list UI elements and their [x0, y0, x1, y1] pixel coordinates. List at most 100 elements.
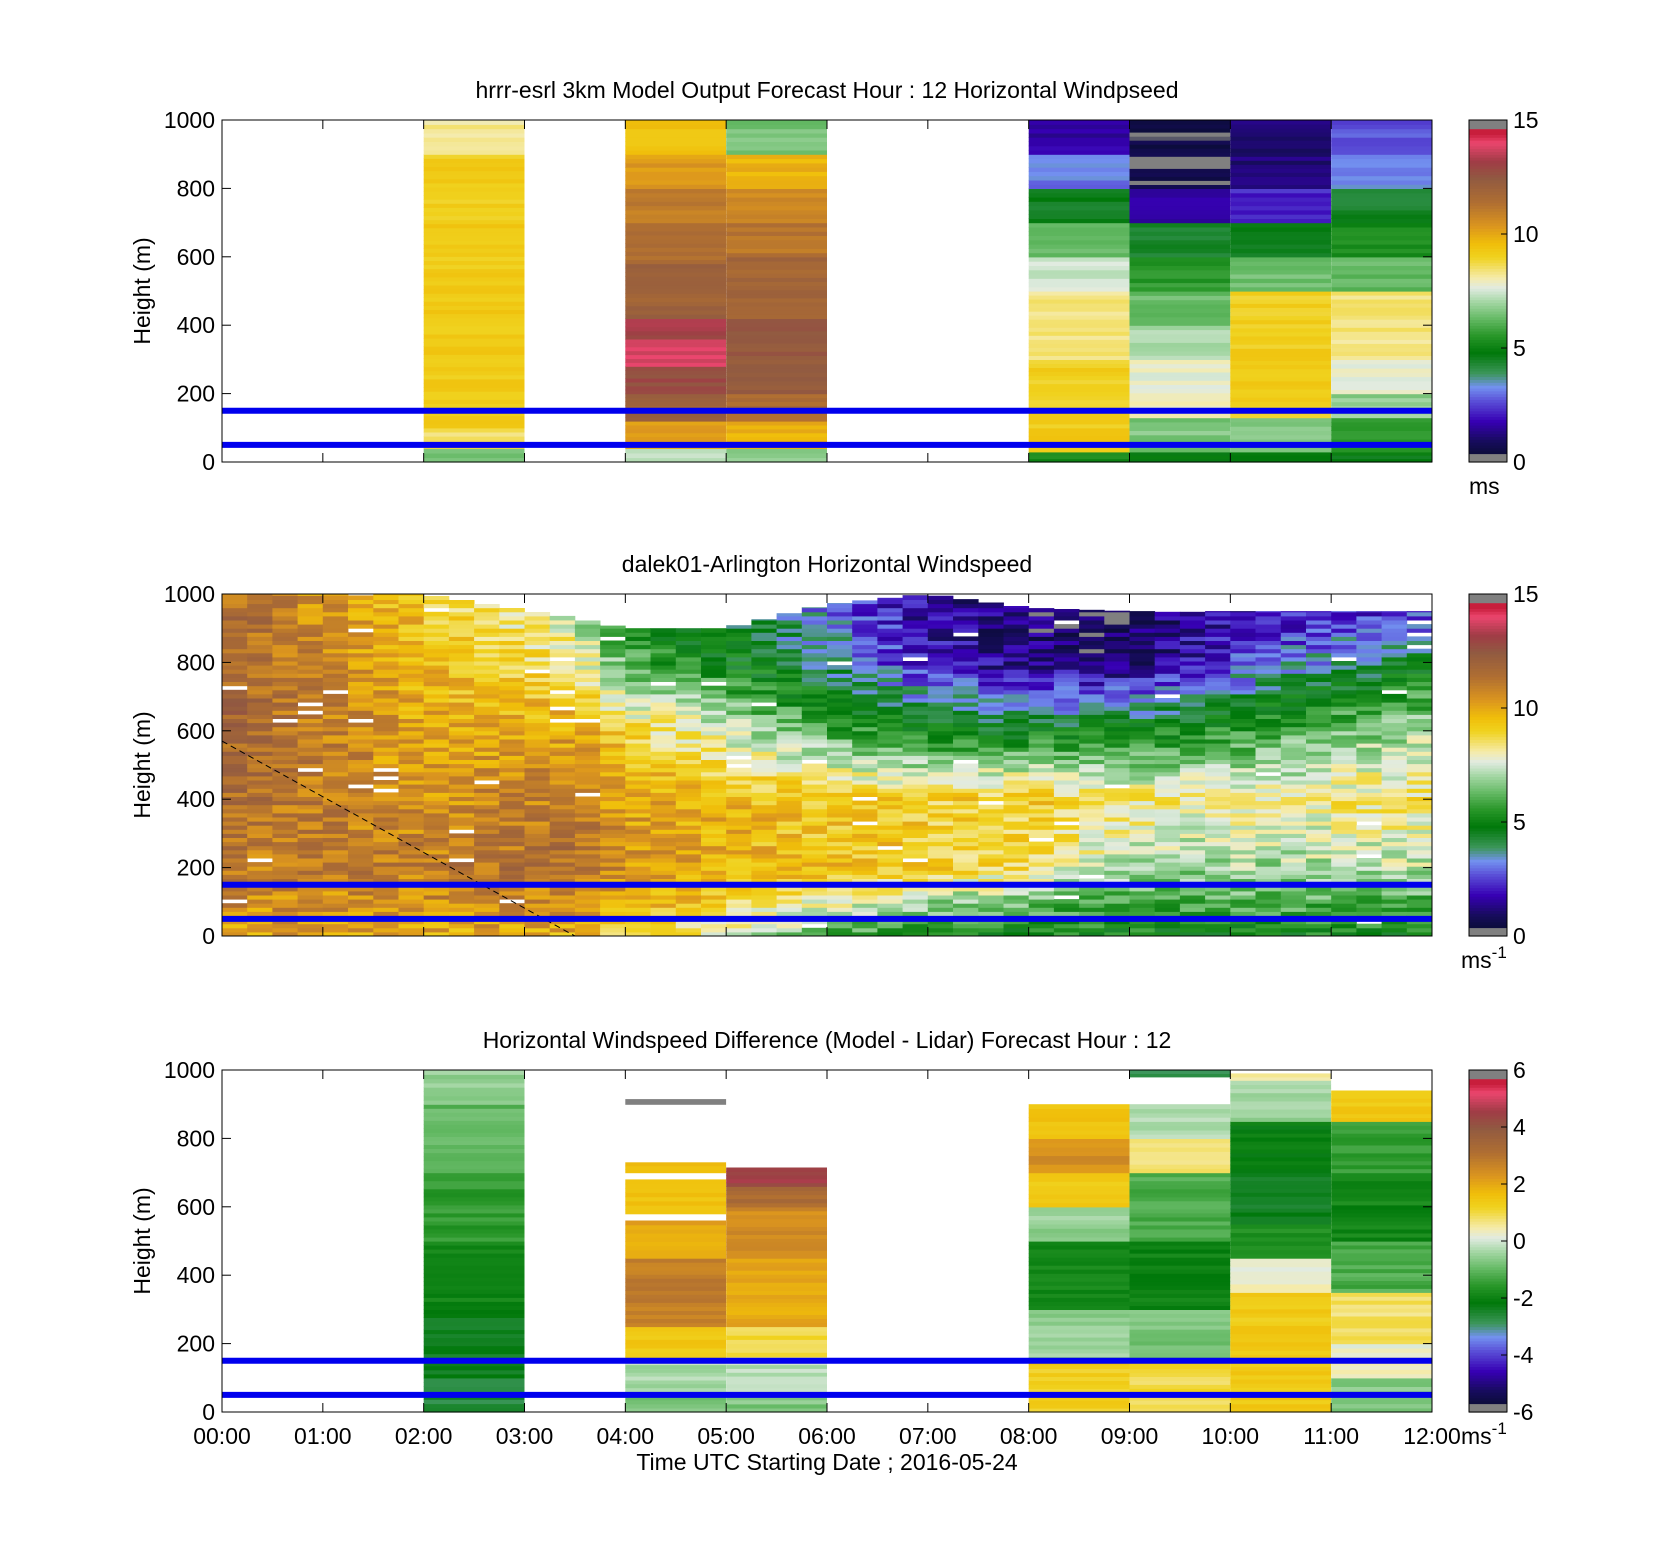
heatmap-cell: [1255, 866, 1282, 871]
heatmap-cell: [701, 714, 727, 719]
heatmap-cell: [902, 903, 929, 908]
heatmap-cell: [953, 693, 979, 699]
colorbar-segment: [1469, 447, 1507, 452]
heatmap-cell: [1331, 273, 1432, 279]
heatmap-cell: [751, 931, 777, 937]
heatmap-cell: [726, 1379, 827, 1385]
heatmap-cell: [1154, 677, 1181, 682]
heatmap-cell: [1331, 132, 1432, 138]
heatmap-cell: [650, 669, 677, 674]
heatmap-cell: [675, 886, 702, 892]
heatmap-cell: [625, 829, 651, 834]
heatmap-cell: [978, 648, 1004, 654]
heatmap-cell: [675, 726, 702, 732]
heatmap-cell: [247, 722, 273, 728]
heatmap-cell: [776, 730, 803, 736]
heatmap-cell: [852, 648, 878, 654]
heatmap-cell: [1406, 837, 1433, 843]
heatmap-cell: [625, 656, 651, 662]
heatmap-cell: [1129, 205, 1231, 211]
heatmap-cell: [625, 239, 727, 244]
heatmap-cell: [827, 911, 853, 916]
heatmap-cell: [574, 739, 601, 744]
heatmap-cell: [625, 1376, 727, 1381]
heatmap-cell: [675, 858, 702, 863]
heatmap-cell: [1331, 648, 1357, 654]
heatmap-cell: [625, 833, 651, 838]
heatmap-cell: [675, 853, 702, 859]
heatmap-cell: [726, 858, 752, 863]
heatmap-cell: [625, 890, 651, 896]
heatmap-cell: [625, 230, 727, 236]
heatmap-cell: [373, 899, 399, 904]
heatmap-cell: [751, 800, 777, 806]
heatmap-cell: [1028, 158, 1130, 164]
heatmap-cell: [801, 611, 828, 617]
heatmap-cell: [322, 862, 349, 867]
heatmap-cell: [877, 607, 903, 613]
heatmap-cell: [1406, 862, 1433, 867]
heatmap-cell: [272, 755, 298, 760]
heatmap-cell: [927, 755, 954, 760]
heatmap-cell: [222, 644, 248, 650]
heatmap-cell: [1104, 689, 1130, 695]
heatmap-cell: [726, 800, 752, 806]
heatmap-cell: [726, 269, 827, 274]
heatmap-cell: [751, 673, 777, 678]
heatmap-cell: [1331, 339, 1432, 344]
heatmap-cell: [801, 931, 828, 937]
heatmap-cell: [499, 718, 525, 724]
heatmap-cell: [751, 652, 777, 658]
heatmap-cell: [726, 1286, 827, 1291]
heatmap-cell: [1406, 710, 1433, 715]
heatmap-cell: [423, 878, 450, 884]
heatmap-cell: [373, 849, 399, 855]
heatmap-cell: [222, 837, 248, 843]
heatmap-cell: [549, 837, 576, 843]
heatmap-cell: [625, 1179, 727, 1185]
colorbar-segment: [1469, 747, 1507, 752]
heatmap-cell: [1331, 767, 1357, 773]
heatmap-cell: [499, 698, 525, 703]
colorbar-segment: [1469, 679, 1507, 683]
heatmap-cell: [1003, 853, 1030, 859]
heatmap-cell: [1381, 825, 1408, 830]
heatmap-cell: [801, 804, 828, 810]
heatmap-cell: [751, 829, 777, 834]
heatmap-cell: [1230, 214, 1332, 219]
heatmap-cell: [348, 652, 374, 658]
heatmap-cell: [1255, 652, 1282, 658]
heatmap-cell: [1280, 825, 1307, 830]
heatmap-cell: [902, 722, 929, 728]
heatmap-cell: [1306, 689, 1332, 695]
heatmap-cell: [474, 870, 500, 875]
heatmap-cell: [574, 878, 601, 884]
heatmap-cell: [600, 849, 626, 855]
heatmap-cell: [348, 845, 374, 851]
heatmap-cell: [1129, 256, 1231, 262]
heatmap-cell: [423, 309, 525, 315]
heatmap-cell: [322, 615, 349, 621]
heatmap-cell: [1028, 1219, 1130, 1225]
heatmap-cell: [549, 780, 576, 785]
colorbar-segment: [1469, 708, 1507, 712]
heatmap-cell: [675, 656, 702, 662]
heatmap-cell: [348, 833, 374, 838]
heatmap-cell: [474, 825, 500, 830]
heatmap-cell: [1028, 792, 1055, 797]
heatmap-cell: [776, 628, 803, 633]
heatmap-cell: [625, 145, 727, 151]
heatmap-cell: [1331, 434, 1432, 440]
heatmap-cell: [1230, 788, 1256, 793]
heatmap-cell: [247, 911, 273, 916]
heatmap-cell: [877, 878, 903, 884]
heatmap-cell: [726, 179, 827, 185]
heatmap-cell: [852, 800, 878, 806]
colorbar-segment: [1469, 642, 1507, 646]
heatmap-cell: [222, 841, 248, 847]
heatmap-cell: [1306, 890, 1332, 896]
heatmap-cell: [524, 849, 551, 855]
heatmap-cell: [1280, 628, 1307, 633]
heatmap-cell: [272, 685, 298, 691]
